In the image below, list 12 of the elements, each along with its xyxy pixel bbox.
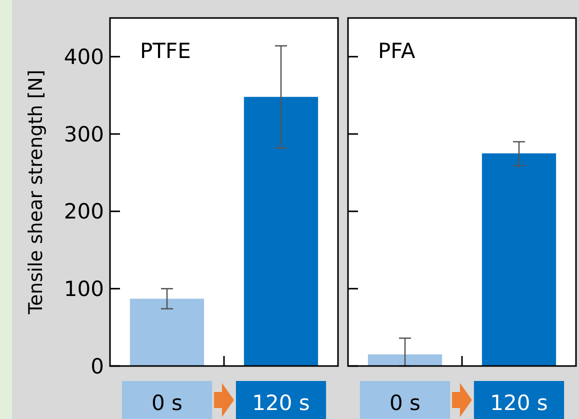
x-tick-label: 120 s xyxy=(490,391,548,415)
y-tick-label: 300 xyxy=(64,122,104,146)
y-axis-title: Tensile shear strength [N] xyxy=(25,70,47,316)
x-tick-label: 0 s xyxy=(152,391,182,415)
x-tick-label: 120 s xyxy=(252,391,310,415)
text: PFA xyxy=(378,39,416,63)
text: PTFE xyxy=(140,39,191,63)
y-tick-label: 0 xyxy=(90,354,104,378)
y-tick-label: 100 xyxy=(64,277,104,302)
x-tick-label: 0 s xyxy=(390,391,420,415)
y-tick-label: 400 xyxy=(64,45,104,70)
y-tick-label: 200 xyxy=(64,200,104,224)
